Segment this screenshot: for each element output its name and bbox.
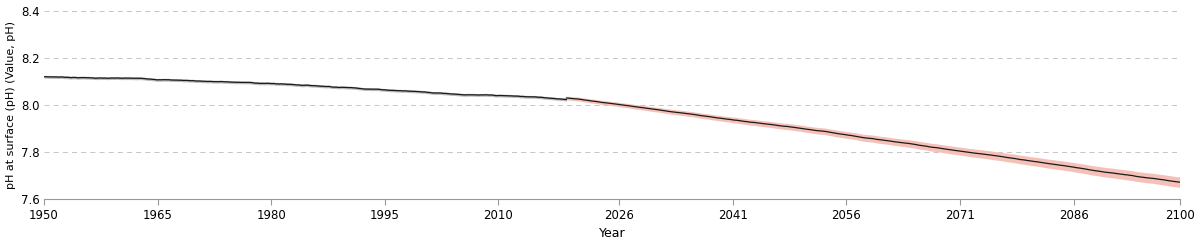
Y-axis label: pH at surface (pH) (Value, pH): pH at surface (pH) (Value, pH): [6, 21, 16, 189]
X-axis label: Year: Year: [599, 228, 625, 240]
